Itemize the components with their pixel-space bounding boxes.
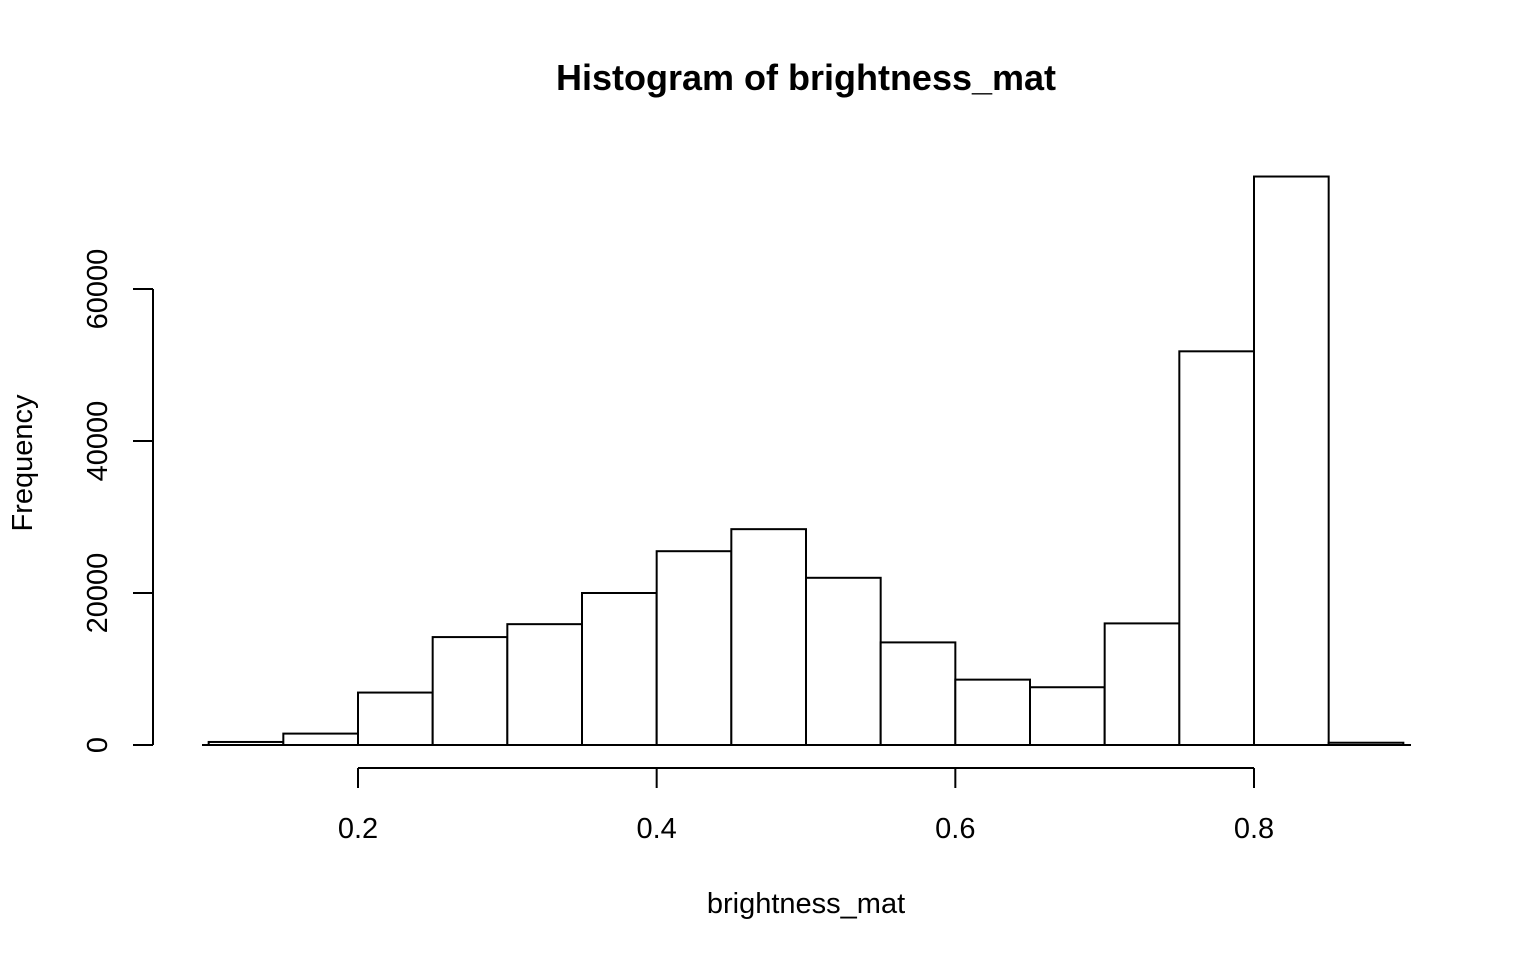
y-tick-label: 60000 — [82, 249, 114, 330]
histogram-bar — [1103, 622, 1181, 747]
x-tick-label: 0.8 — [1234, 813, 1274, 845]
histogram-bar — [730, 528, 808, 746]
histogram-bar — [655, 550, 733, 747]
x-axis: 0.2 0.4 0.6 0.8 — [338, 767, 1274, 845]
histogram-bar — [431, 636, 509, 747]
histogram-bar — [1253, 175, 1330, 746]
x-axis-label: brightness_mat — [707, 888, 905, 920]
histogram-bar — [581, 592, 658, 746]
y-tick-label: 0 — [82, 737, 114, 753]
histogram-bar — [1178, 350, 1255, 746]
bars-group — [207, 175, 1405, 747]
histogram-bar — [506, 623, 583, 746]
y-axis-label: Frequency — [7, 394, 39, 532]
histogram-bar — [805, 576, 882, 746]
histogram-bar — [357, 691, 434, 746]
x-tick-label: 0.4 — [637, 813, 677, 845]
histogram-bar — [1029, 686, 1106, 746]
x-tick-label: 0.2 — [338, 813, 378, 845]
histogram-bar — [282, 732, 359, 746]
x-tick-label: 0.6 — [935, 813, 975, 845]
chart-title: Histogram of brightness_mat — [556, 57, 1056, 98]
histogram-bar — [954, 678, 1032, 747]
y-axis: 0 20000 40000 60000 — [82, 249, 154, 753]
y-tick-label: 40000 — [82, 401, 114, 482]
histogram-bar — [879, 641, 957, 747]
y-tick-label: 20000 — [82, 553, 114, 634]
